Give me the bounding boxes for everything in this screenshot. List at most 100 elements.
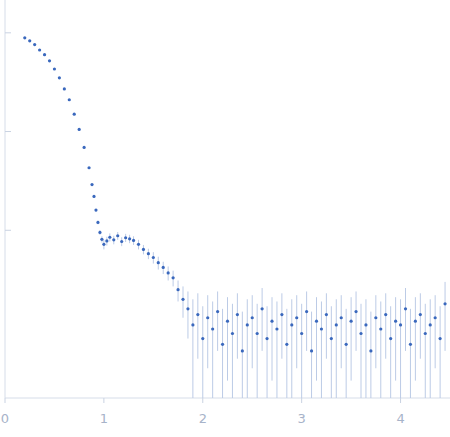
point xyxy=(236,313,239,316)
error-bar xyxy=(301,304,302,398)
point xyxy=(162,266,165,269)
point xyxy=(48,59,51,62)
point xyxy=(38,48,41,51)
point xyxy=(206,316,209,319)
error-bar xyxy=(370,312,371,398)
point xyxy=(157,261,160,264)
point xyxy=(120,240,123,243)
error-bar xyxy=(227,297,228,380)
error-bar xyxy=(361,304,362,398)
point xyxy=(191,323,194,326)
error-bar xyxy=(321,301,322,398)
x-tick xyxy=(5,398,6,403)
error-bar xyxy=(445,282,446,351)
point xyxy=(359,332,362,335)
point xyxy=(345,343,348,346)
point xyxy=(270,320,273,323)
error-bar xyxy=(252,295,253,368)
point xyxy=(325,313,328,316)
x-tick xyxy=(301,398,302,403)
point xyxy=(211,327,214,330)
error-bar xyxy=(276,301,277,398)
error-bar xyxy=(415,297,416,380)
error-bar xyxy=(420,293,421,358)
point xyxy=(68,98,71,101)
error-bar xyxy=(286,309,287,398)
point xyxy=(231,332,234,335)
error-bar xyxy=(336,299,337,398)
point xyxy=(256,332,259,335)
y-tick xyxy=(5,32,11,33)
point xyxy=(409,343,412,346)
error-bar xyxy=(257,304,258,398)
point xyxy=(116,234,119,237)
point xyxy=(369,349,372,352)
error-bar xyxy=(405,288,406,351)
point xyxy=(399,323,402,326)
error-bar xyxy=(435,295,436,368)
point xyxy=(419,313,422,316)
error-bar xyxy=(242,312,243,398)
point xyxy=(147,252,150,255)
point xyxy=(201,337,204,340)
x-axis-line xyxy=(5,398,450,399)
error-bar xyxy=(385,293,386,358)
chart: 01234 xyxy=(0,0,450,437)
point xyxy=(112,238,115,241)
point xyxy=(83,146,86,149)
point xyxy=(137,243,140,246)
point xyxy=(265,337,268,340)
error-bar xyxy=(187,291,188,338)
point xyxy=(92,195,95,198)
point xyxy=(181,298,184,301)
point xyxy=(364,323,367,326)
error-bar xyxy=(425,304,426,398)
point xyxy=(340,316,343,319)
point xyxy=(176,288,179,291)
error-bar xyxy=(262,288,263,351)
error-bar xyxy=(291,299,292,398)
error-bar xyxy=(222,309,223,398)
error-bar xyxy=(272,297,273,380)
point xyxy=(424,332,427,335)
error-bar xyxy=(217,291,218,350)
point xyxy=(152,256,155,259)
point xyxy=(394,320,397,323)
point xyxy=(102,243,105,246)
point xyxy=(414,320,417,323)
point xyxy=(285,343,288,346)
point xyxy=(73,113,76,116)
point xyxy=(241,349,244,352)
error-bar xyxy=(212,301,213,398)
error-bar xyxy=(351,297,352,380)
point xyxy=(290,323,293,326)
point xyxy=(172,276,175,279)
error-bar xyxy=(326,293,327,358)
point xyxy=(87,166,90,169)
error-bar xyxy=(281,293,282,358)
error-bar xyxy=(440,306,441,398)
error-bar xyxy=(207,295,208,368)
point xyxy=(94,209,97,212)
error-bar xyxy=(365,299,366,398)
error-bar xyxy=(410,309,411,398)
point xyxy=(58,76,61,79)
point xyxy=(315,320,318,323)
points xyxy=(23,36,446,352)
point xyxy=(251,316,254,319)
point xyxy=(384,313,387,316)
point xyxy=(96,221,99,224)
error-bar xyxy=(192,299,193,398)
error-bar xyxy=(390,306,391,398)
error-bar xyxy=(237,293,238,358)
error-bar xyxy=(400,299,401,398)
error-bar xyxy=(311,312,312,398)
point xyxy=(186,307,189,310)
point xyxy=(226,320,229,323)
point xyxy=(142,248,145,251)
point xyxy=(443,302,446,305)
point xyxy=(295,316,298,319)
error-bar xyxy=(341,295,342,368)
error-bar xyxy=(296,295,297,368)
error-bar xyxy=(183,286,184,317)
